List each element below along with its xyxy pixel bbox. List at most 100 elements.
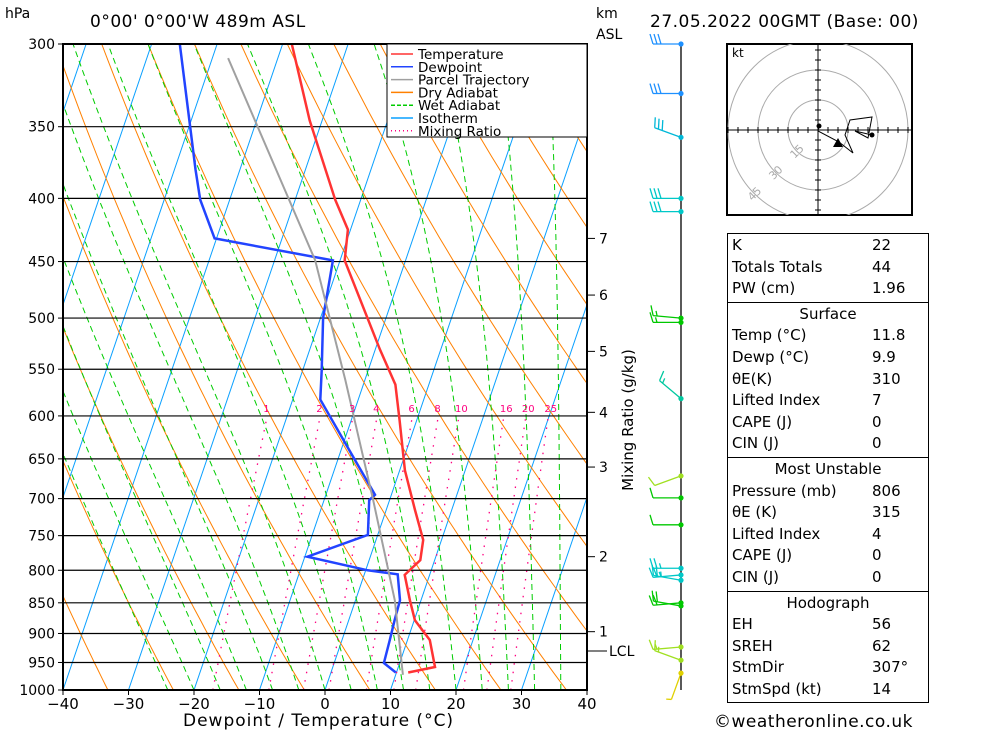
mixing-ratio-label: 25: [544, 404, 557, 415]
barb-flag: [652, 594, 658, 606]
barb-dot: [678, 670, 684, 676]
barb-flag: [651, 564, 655, 576]
wind-barb: [649, 514, 684, 528]
wind-barb: [650, 305, 684, 321]
pressure-tick-label: 700: [28, 492, 55, 508]
x-axis-title: Dewpoint / Temperature (°C): [183, 711, 455, 731]
dry-adiabat-line: [426, 44, 587, 306]
wet-adiabat-line: [497, 44, 536, 690]
barb-dot: [678, 522, 684, 528]
wind-barb: [649, 188, 684, 201]
legend-box: [386, 43, 588, 138]
height-tick-label: 4: [599, 405, 608, 421]
height-tick-label: 7: [599, 231, 608, 247]
asl-unit-label: ASL: [596, 27, 623, 43]
pressure-tick-label: 800: [28, 563, 55, 579]
height-tick-label: LCL: [609, 644, 635, 660]
wet-adiabat-line: [247, 44, 431, 690]
wind-barb: [649, 558, 684, 571]
isotherm-line: [259, 44, 480, 690]
mixing-ratio-label: 6: [408, 404, 414, 415]
barb-half-flag: [662, 378, 666, 384]
wind-barb: [649, 33, 684, 47]
pressure-tick-label: 750: [28, 529, 55, 545]
temperature-tick-label: 10: [381, 695, 400, 713]
barb-dot: [678, 577, 684, 583]
barb-shaft: [670, 672, 682, 700]
height-tick-label: 1: [599, 625, 608, 641]
height-tick-label: 3: [599, 460, 608, 476]
mixing-ratio-label: 3: [349, 404, 355, 415]
barb-flag: [649, 188, 654, 199]
barb-flag: [653, 188, 658, 199]
wind-barb: [649, 312, 684, 325]
pressure-tick-label: 400: [28, 191, 55, 207]
hodograph-unit-label: kt: [732, 46, 744, 60]
barb-flag: [657, 118, 660, 130]
barb-dot: [678, 644, 684, 650]
wet-adiabat-line: [63, 452, 169, 690]
isotherm-line: [521, 495, 587, 690]
barb-shaft: [659, 380, 682, 400]
hodograph-end-dot: [869, 132, 875, 138]
barb-shaft: [653, 574, 682, 579]
surface-indices: Surface Temp (°C) 11.8 Dewp (°C) 9.9 θE(K)…: [728, 303, 928, 458]
barb-dot: [678, 657, 684, 663]
barb-flag: [657, 201, 662, 212]
wind-barb: [654, 640, 684, 663]
temperature-tick-label: 20: [446, 695, 465, 713]
mixing-ratio-line: [302, 415, 354, 690]
mixing-ratio-line: [510, 415, 549, 690]
wind-barb: [648, 567, 684, 579]
index-row: SREH 62: [732, 636, 892, 655]
temperature-tick-label: −10: [244, 695, 276, 713]
barb-shaft: [653, 314, 682, 319]
mixing-ratio-line: [268, 415, 321, 690]
wet-adiabat-line: [193, 44, 405, 690]
wind-barb: [658, 370, 684, 402]
barb-flag: [653, 33, 658, 45]
barb-flag: [648, 639, 654, 650]
pressure-tick-label: 550: [28, 362, 55, 378]
wind-barb: [651, 590, 684, 609]
barb-flag: [657, 83, 662, 94]
barb-half-flag: [654, 317, 658, 323]
barb-dot: [678, 603, 684, 609]
isotherm-line: [324, 44, 546, 690]
mixing-ratio-label: 16: [500, 404, 513, 415]
dry-adiabat-line: [379, 44, 587, 385]
barb-dot: [678, 41, 684, 47]
barb-dot: [678, 319, 684, 325]
barb-flag: [655, 565, 659, 577]
index-row: CIN (J) 0: [732, 434, 882, 453]
dry-adiabat-line: [937, 44, 1000, 690]
barb-dot: [678, 90, 684, 97]
barb-half-flag: [660, 571, 662, 577]
parcel-trajectory-line: [227, 57, 404, 675]
plot-frame: [62, 43, 588, 691]
profile-lines: [178, 44, 437, 675]
copyright-link[interactable]: ©weatheronline.co.uk: [714, 712, 914, 732]
pressure-tick-label: 500: [28, 311, 55, 327]
section-title: Surface: [799, 304, 857, 323]
temperature-tick-label: 0: [320, 695, 330, 713]
barb-shaft: [653, 600, 682, 607]
wind-barb: [649, 83, 684, 97]
mixing-ratio-line: [212, 415, 268, 690]
mixing-ratio-line: [365, 415, 414, 690]
barb-dot: [678, 315, 684, 321]
barb-flag: [651, 590, 655, 602]
barb-shaft: [654, 475, 682, 487]
index-row: K 22: [732, 236, 892, 254]
wet-adiabat-line: [373, 44, 483, 690]
mixing-ratio-label: 1: [263, 404, 269, 415]
general-indices: K 22 Totals Totals 44 PW (cm) 1.96: [728, 234, 928, 303]
mixing-ratio-label: 10: [455, 404, 468, 415]
barb-flag: [655, 591, 659, 602]
most-unstable-indices: Most Unstable Pressure (mb) 806 θE (K) 315…: [728, 458, 928, 592]
dry-adiabat-line: [101, 44, 436, 690]
barb-flag: [648, 567, 654, 578]
hodograph-start-dot: [816, 123, 822, 129]
